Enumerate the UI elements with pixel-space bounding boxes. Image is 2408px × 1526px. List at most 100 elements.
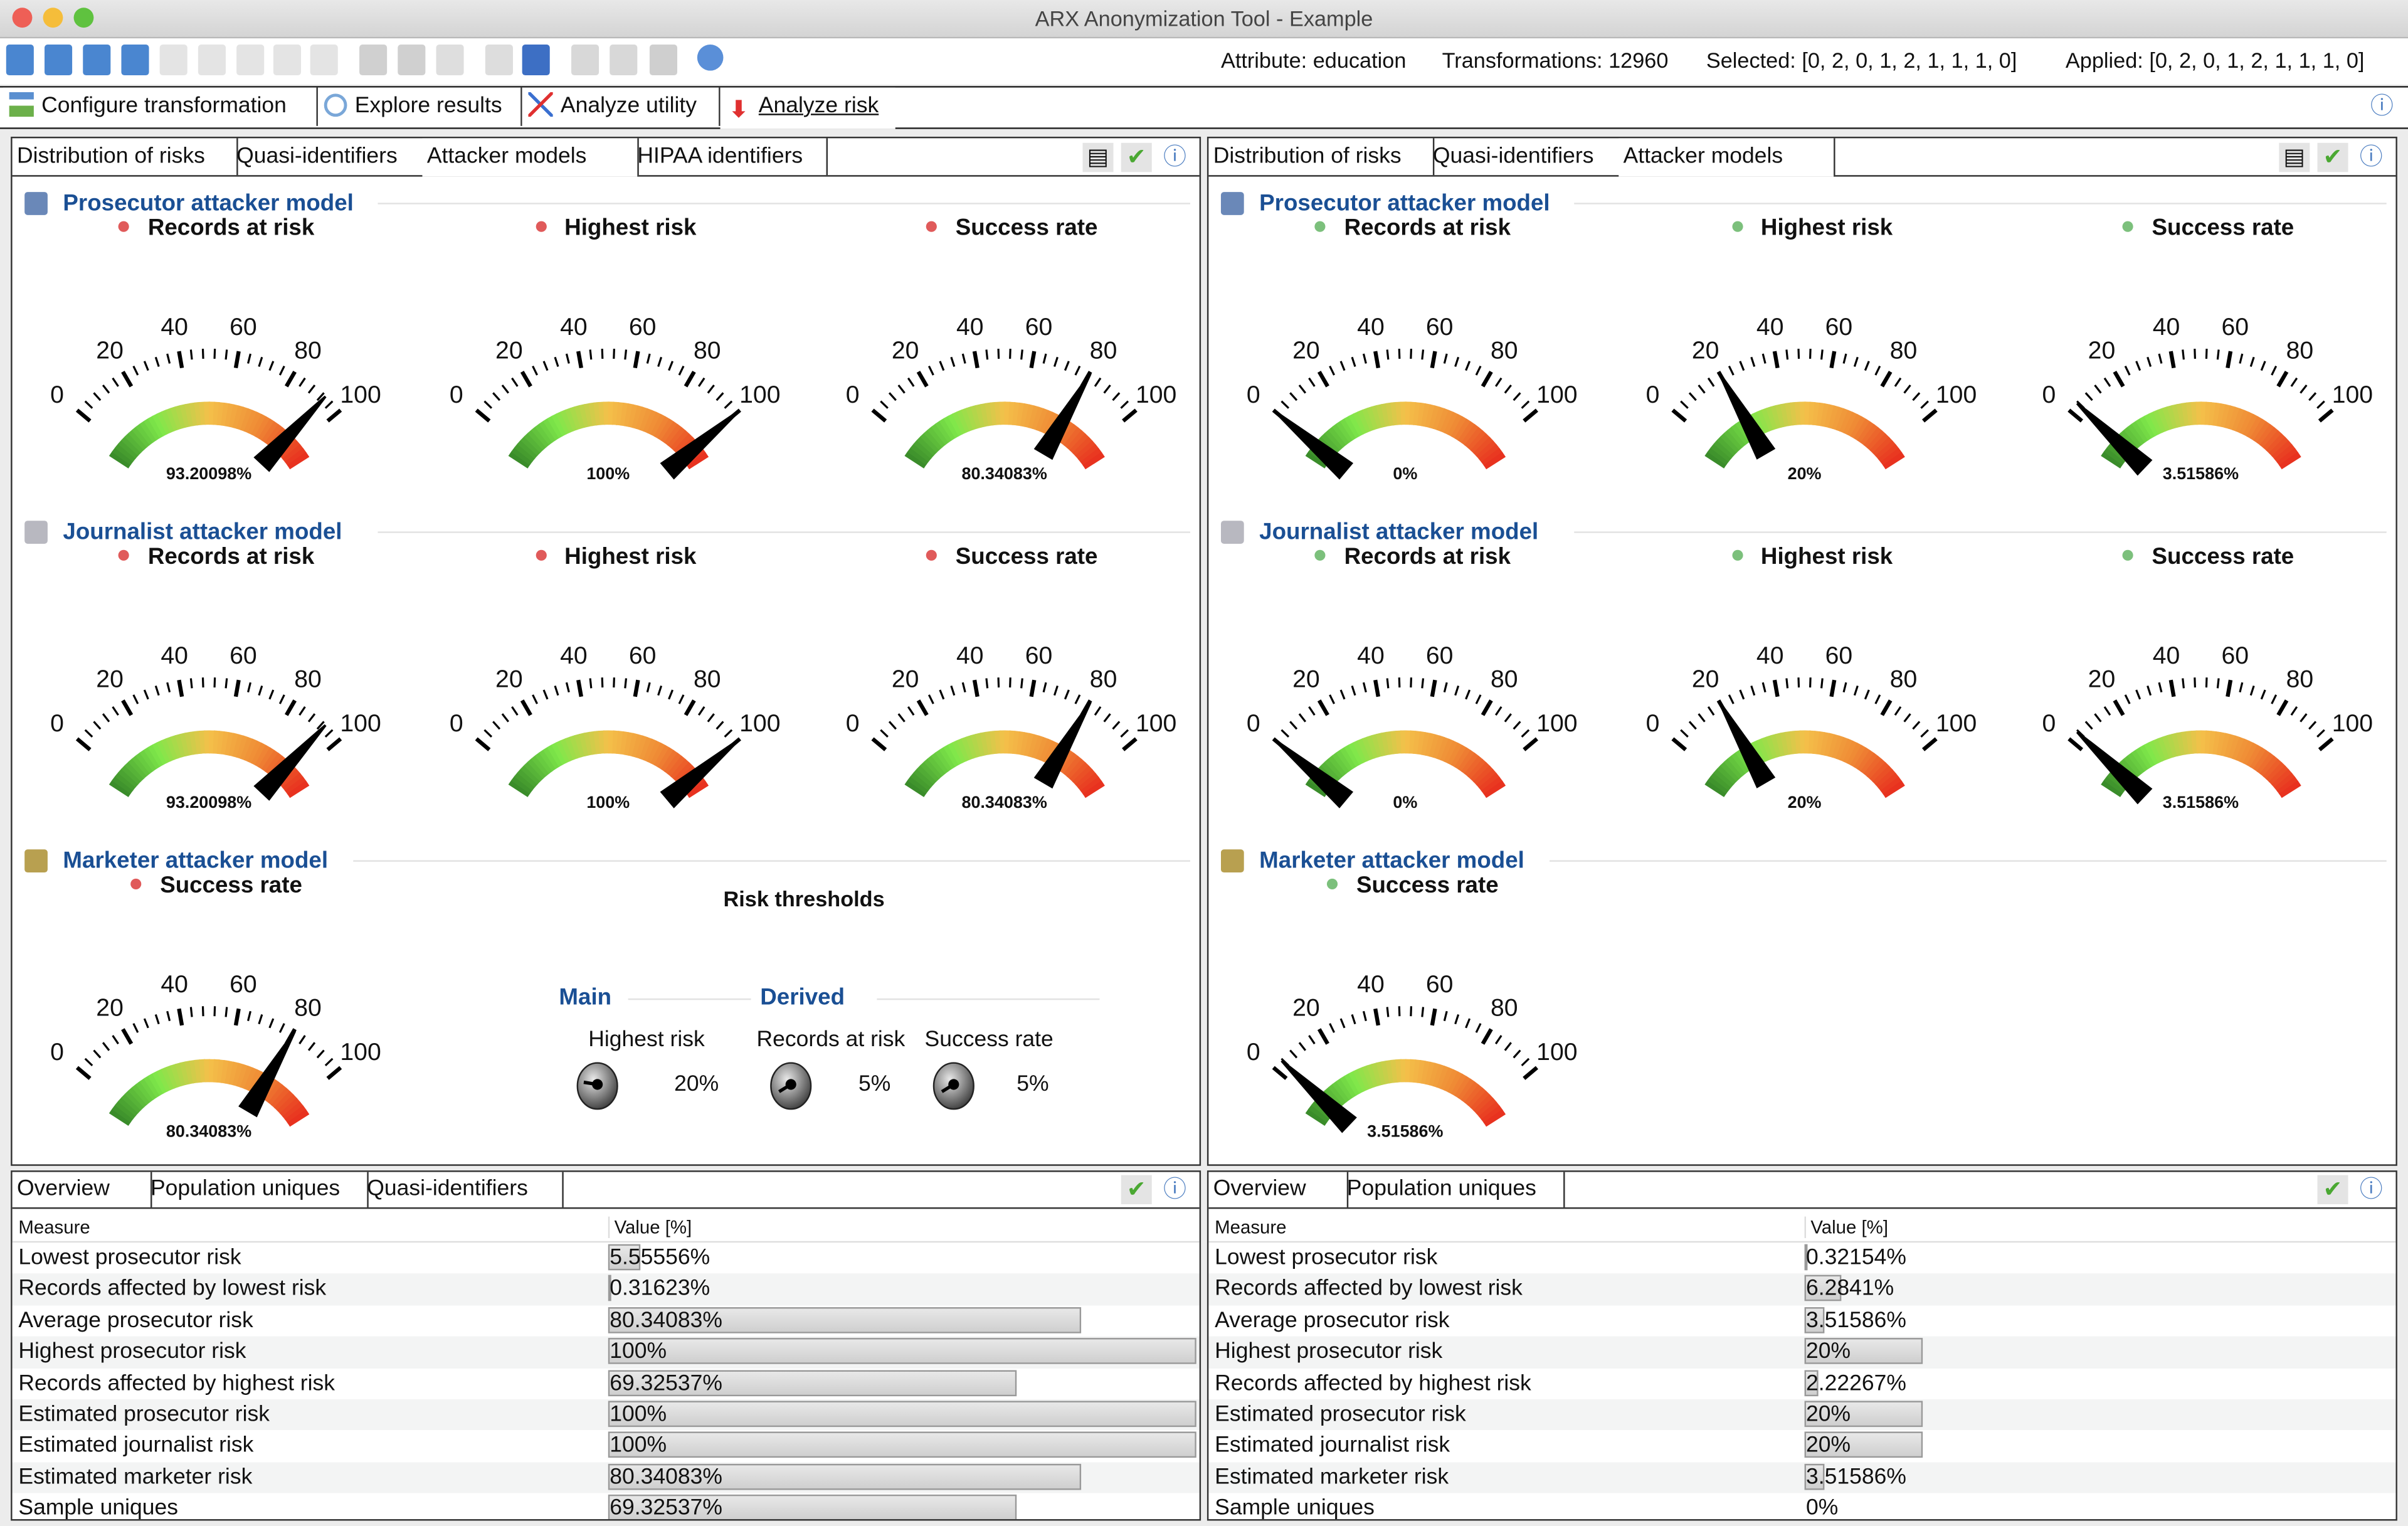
table-row[interactable]: Estimated prosecutor risk 20% (1208, 1399, 2396, 1431)
tab-explore-results[interactable]: Explore results (317, 87, 522, 126)
tab-hipaa-identifiers[interactable]: HIPAA identifiers (633, 138, 828, 176)
threshold-knob[interactable] (573, 1060, 621, 1112)
table-row[interactable]: Records affected by highest risk 2.22267% (1208, 1368, 2396, 1400)
cancel-icon[interactable] (398, 45, 426, 76)
checkmark-icon[interactable]: ✔ (1121, 1175, 1152, 1205)
table-row[interactable]: Estimated journalist risk 20% (1208, 1430, 2396, 1462)
help-icon[interactable]: ⓘ (2359, 1176, 2383, 1203)
tab-analyze-utility[interactable]: Analyze utility (522, 87, 721, 126)
gauge-needle (660, 739, 740, 808)
hierarchy-icon[interactable] (436, 45, 464, 76)
help-icon[interactable]: ⓘ (2370, 93, 2394, 120)
anonymize-alt-icon[interactable] (310, 45, 338, 76)
import-icon[interactable] (159, 45, 187, 76)
risk-gauge: 0 20 40 60 80 100 (846, 642, 1176, 798)
gauge-minor-tick (2271, 694, 2278, 704)
zoom-window-button[interactable] (73, 8, 94, 28)
gauge-arc-segment (287, 452, 310, 470)
table-row[interactable]: Sample uniques 69.32537% (12, 1493, 1200, 1520)
save-project-icon[interactable] (83, 45, 111, 76)
list-icon[interactable] (610, 45, 638, 76)
gauge-minor-tick (678, 365, 685, 376)
apply-icon[interactable] (359, 45, 388, 76)
tab-analyze-risk[interactable]: ⬇ Analyze risk (720, 87, 895, 129)
wizard-icon[interactable] (485, 45, 513, 76)
open-project-icon[interactable] (45, 45, 73, 76)
measure-cell: Estimated prosecutor risk (1215, 1402, 1466, 1428)
save-icon[interactable]: ▤ (2279, 142, 2310, 172)
threshold-knob[interactable] (766, 1060, 815, 1112)
close-window-button[interactable] (12, 8, 33, 28)
minimize-window-button[interactable] (43, 8, 63, 28)
table-icon[interactable] (522, 45, 550, 76)
gauge-minor-tick (1398, 1006, 1401, 1017)
table-row[interactable]: Estimated marketer risk 3.51586% (1208, 1461, 2396, 1493)
tab-population-uniques[interactable]: Population uniques (146, 1172, 369, 1207)
table-row[interactable]: Records affected by lowest risk 0.31623% (12, 1274, 1200, 1306)
gauge-title: Success rate (63, 872, 370, 899)
gauge-minor-tick (154, 685, 160, 696)
gauge-tick-label: 100 (1536, 710, 1577, 737)
table-row[interactable]: Highest prosecutor risk 20% (1208, 1337, 2396, 1369)
threshold-knob[interactable] (929, 1060, 978, 1112)
tab-quasi-identifiers[interactable]: Quasi-identifiers (232, 138, 429, 176)
table-row[interactable]: Estimated marketer risk 80.34083% (12, 1461, 1200, 1493)
help-icon[interactable]: ⓘ (2359, 144, 2383, 171)
section-title: Journalist attacker model (63, 518, 342, 545)
gauge-minor-tick (613, 349, 615, 359)
gauge-minor-tick (1707, 706, 1715, 716)
table-row[interactable]: Estimated prosecutor risk 100% (12, 1399, 1200, 1431)
gauge-minor-tick (897, 384, 906, 394)
gauge-title: Success rate (2055, 544, 2362, 570)
column-header-value[interactable]: Value [%] (608, 1216, 692, 1238)
layout-icon[interactable] (571, 45, 599, 76)
column-header-value[interactable]: Value [%] (1804, 1216, 1888, 1238)
gauge-minor-tick (985, 678, 989, 689)
gauge-minor-tick (1103, 713, 1111, 723)
tab-distribution-of-risks[interactable]: Distribution of risks (13, 138, 238, 176)
gauge-tick-label: 80 (1890, 337, 1918, 364)
tab-distribution-of-risks[interactable]: Distribution of risks (1208, 138, 1435, 176)
export-cert-icon[interactable] (236, 45, 265, 76)
column-header-measure[interactable]: Measure (18, 1216, 90, 1238)
anonymize-icon[interactable] (273, 45, 302, 76)
column-header-measure[interactable]: Measure (1215, 1216, 1287, 1238)
tab-configure-transformation[interactable]: Configure transformation (3, 87, 318, 126)
overview-tab-bar: Overview Population uniques ✔ ⓘ (1208, 1172, 2396, 1209)
risk-gauge: 0 20 40 60 80 100 (450, 642, 780, 808)
grid-icon[interactable] (649, 45, 678, 76)
export-icon[interactable] (198, 45, 226, 76)
table-row[interactable]: Highest prosecutor risk 100% (12, 1337, 1200, 1369)
new-project-icon[interactable] (6, 45, 34, 76)
table-row[interactable]: Lowest prosecutor risk 5.55556% (12, 1243, 1200, 1274)
gauge-minor-tick (1053, 685, 1059, 696)
table-row[interactable]: Lowest prosecutor risk 0.32154% (1208, 1243, 2396, 1274)
table-row[interactable]: Records affected by highest risk 69.32537… (12, 1368, 1200, 1400)
checkmark-icon[interactable]: ✔ (1121, 142, 1152, 172)
save-as-icon[interactable] (121, 45, 149, 76)
help-icon[interactable]: ⓘ (1163, 144, 1186, 171)
tab-attacker-models[interactable]: Attacker models (422, 138, 639, 177)
table-row[interactable]: Records affected by lowest risk 6.2841% (1208, 1274, 2396, 1306)
gauge-minor-tick (1521, 1057, 1530, 1067)
tab-overview[interactable]: Overview (1208, 1172, 1349, 1207)
table-row[interactable]: Average prosecutor risk 3.51586% (1208, 1305, 2396, 1337)
tab-quasi-identifiers[interactable]: Quasi-identifiers (1428, 138, 1625, 176)
help-icon[interactable]: ⓘ (1163, 1176, 1186, 1203)
tab-overview[interactable]: Overview (13, 1172, 152, 1207)
tab-attacker-models[interactable]: Attacker models (1619, 138, 1835, 177)
checkmark-icon[interactable]: ✔ (2317, 142, 2348, 172)
gauge-label: Success rate (1356, 872, 1499, 899)
table-row[interactable]: Sample uniques 0% (1208, 1493, 2396, 1520)
checkmark-icon[interactable]: ✔ (2317, 1175, 2348, 1205)
help-icon[interactable] (697, 45, 724, 71)
table-row[interactable]: Average prosecutor risk 80.34083% (12, 1305, 1200, 1337)
save-icon[interactable]: ▤ (1082, 142, 1114, 172)
measure-cell: Highest prosecutor risk (18, 1339, 246, 1365)
gauge-minor-tick (1308, 706, 1316, 716)
tab-quasi-identifiers[interactable]: Quasi-identifiers (362, 1172, 564, 1207)
table-row[interactable]: Estimated journalist risk 100% (12, 1430, 1200, 1462)
gauge-minor-tick (1920, 400, 1929, 409)
tab-population-uniques[interactable]: Population uniques (1342, 1172, 1565, 1207)
